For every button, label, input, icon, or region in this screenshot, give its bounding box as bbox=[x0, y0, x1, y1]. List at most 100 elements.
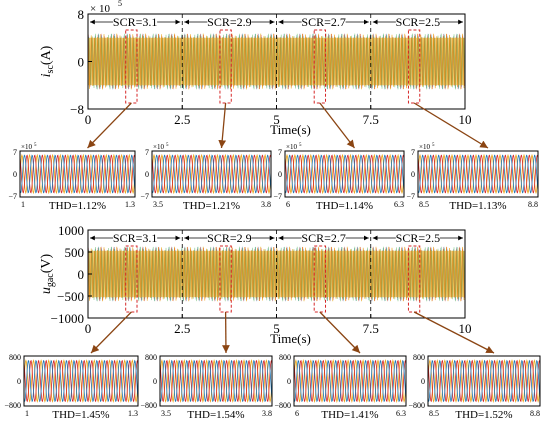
inset-y-max-label: 800 bbox=[279, 353, 291, 362]
y-label-symbol: u bbox=[39, 287, 54, 294]
inset-x-right-label: 1.3 bbox=[128, 409, 138, 418]
segment-label: SCR=2.7 bbox=[301, 15, 345, 29]
x-tick-label: 2.5 bbox=[174, 321, 190, 336]
inset-x-left-label: 6 bbox=[286, 200, 290, 209]
inset-y-zero-label: 0 bbox=[153, 377, 157, 386]
inset-exponent-power: 5 bbox=[166, 143, 169, 148]
inset-waveforms bbox=[418, 155, 538, 193]
inset-waveforms bbox=[152, 155, 271, 193]
inset-y-min-label: −7 bbox=[140, 192, 149, 201]
inset-exponent-label: ×10 bbox=[153, 143, 164, 151]
inset-x-left-label: 8.5 bbox=[429, 409, 439, 418]
exponent-label: × 10 bbox=[90, 3, 110, 15]
inset-y-zero-label: 0 bbox=[145, 170, 149, 179]
inset-x-left-label: 6 bbox=[295, 409, 299, 418]
inset-x-left-label: 1 bbox=[21, 200, 25, 209]
inset-exponent-power: 5 bbox=[299, 143, 302, 148]
inset-x-right-label: 6.3 bbox=[394, 200, 404, 209]
inset-y-zero-label: 0 bbox=[411, 170, 415, 179]
inset-x-left-label: 1 bbox=[25, 409, 29, 418]
y-label-subscript: gac bbox=[45, 273, 56, 287]
inset-x-right-label: 6.3 bbox=[396, 409, 406, 418]
y-label-unit: (A) bbox=[39, 45, 54, 65]
segment-label: SCR=2.7 bbox=[301, 231, 345, 245]
inset-y-zero-label: 0 bbox=[421, 377, 425, 386]
inset-y-min-label: −7 bbox=[406, 192, 415, 201]
inset-exponent-power: 5 bbox=[34, 143, 37, 148]
inset-y-zero-label: 0 bbox=[17, 377, 21, 386]
inset-y-min-label: −7 bbox=[8, 192, 17, 201]
y-tick-label: −8 bbox=[70, 102, 84, 117]
inset-y-max-label: 7 bbox=[13, 148, 17, 157]
y-tick-label: −1000 bbox=[51, 311, 84, 326]
y-tick-label: −500 bbox=[57, 289, 84, 304]
inset-x-right-label: 8.8 bbox=[530, 409, 540, 418]
x-axis-label: Time(s) bbox=[270, 331, 311, 346]
inset-thd-label: THD=1.54% bbox=[187, 409, 244, 421]
inset-exponent-label: ×10 bbox=[21, 143, 32, 151]
inset-thd-label: THD=1.12% bbox=[49, 200, 106, 212]
segment-label: SCR=3.1 bbox=[113, 231, 157, 245]
inset-y-max-label: 800 bbox=[9, 353, 21, 362]
inset-x-left-label: 3.5 bbox=[161, 409, 171, 418]
inset-thd-label: THD=1.21% bbox=[183, 200, 240, 212]
y-axis-label: isc(A) bbox=[39, 45, 56, 77]
x-tick-label: 7.5 bbox=[363, 321, 379, 336]
zoom-arrow bbox=[88, 103, 132, 148]
inset-y-min-label: −800 bbox=[408, 401, 425, 410]
exponent-power: 5 bbox=[118, 0, 122, 8]
inset-waveforms bbox=[20, 155, 135, 193]
inset-y-max-label: 7 bbox=[278, 148, 282, 157]
inset-thd-label: THD=1.13% bbox=[449, 200, 506, 212]
x-tick-label: 2.5 bbox=[174, 112, 190, 127]
inset-waveforms bbox=[428, 361, 540, 402]
inset-x-left-label: 3.5 bbox=[153, 200, 163, 209]
y-tick-label: 0 bbox=[78, 267, 85, 282]
inset-waveforms bbox=[160, 361, 272, 402]
inset-thd-label: THD=1.45% bbox=[52, 409, 109, 421]
inset-y-min-label: −800 bbox=[140, 401, 157, 410]
inset-x-left-label: 8.5 bbox=[419, 200, 429, 209]
y-tick-label: 8 bbox=[78, 7, 85, 22]
inset-y-zero-label: 0 bbox=[287, 377, 291, 386]
inset-exponent-power: 5 bbox=[432, 143, 435, 148]
x-tick-label: 10 bbox=[459, 321, 472, 336]
inset-y-max-label: 7 bbox=[145, 148, 149, 157]
inset-y-max-label: 800 bbox=[145, 353, 157, 362]
x-axis-label: Time(s) bbox=[270, 122, 311, 137]
inset-thd-label: THD=1.41% bbox=[321, 409, 378, 421]
y-axis-label: ugac(V) bbox=[39, 254, 56, 295]
y-tick-label: 500 bbox=[65, 245, 85, 260]
inset-y-zero-label: 0 bbox=[278, 170, 282, 179]
segment-label: SCR=2.5 bbox=[396, 231, 440, 245]
inset-y-max-label: 7 bbox=[411, 148, 415, 157]
inset-thd-label: THD=1.52% bbox=[455, 409, 512, 421]
inset-waveforms bbox=[285, 155, 404, 193]
inset-x-right-label: 3.8 bbox=[261, 200, 271, 209]
inset-waveforms bbox=[294, 361, 406, 402]
y-tick-label: 0 bbox=[78, 55, 85, 70]
zoom-arrow bbox=[222, 103, 226, 148]
segment-label: SCR=2.9 bbox=[207, 15, 251, 29]
zoom-arrow bbox=[414, 103, 488, 148]
x-tick-label: 0 bbox=[85, 321, 92, 336]
y-label-unit: (V) bbox=[39, 254, 54, 274]
zoom-arrow bbox=[320, 103, 355, 148]
inset-x-right-label: 3.8 bbox=[262, 409, 272, 418]
segment-label: SCR=2.9 bbox=[207, 231, 251, 245]
inset-thd-label: THD=1.14% bbox=[316, 200, 373, 212]
inset-x-right-label: 1.3 bbox=[125, 200, 135, 209]
x-tick-label: 0 bbox=[85, 112, 92, 127]
inset-exponent-label: ×10 bbox=[286, 143, 297, 151]
y-tick-label: 1000 bbox=[58, 223, 84, 238]
inset-waveforms bbox=[24, 361, 138, 402]
inset-x-right-label: 8.8 bbox=[528, 200, 538, 209]
segment-label: SCR=2.5 bbox=[396, 15, 440, 29]
inset-y-min-label: −800 bbox=[274, 401, 291, 410]
segment-label: SCR=3.1 bbox=[113, 15, 157, 29]
inset-y-min-label: −7 bbox=[273, 192, 282, 201]
inset-y-max-label: 800 bbox=[413, 353, 425, 362]
x-tick-label: 10 bbox=[459, 112, 472, 127]
inset-y-zero-label: 0 bbox=[13, 170, 17, 179]
